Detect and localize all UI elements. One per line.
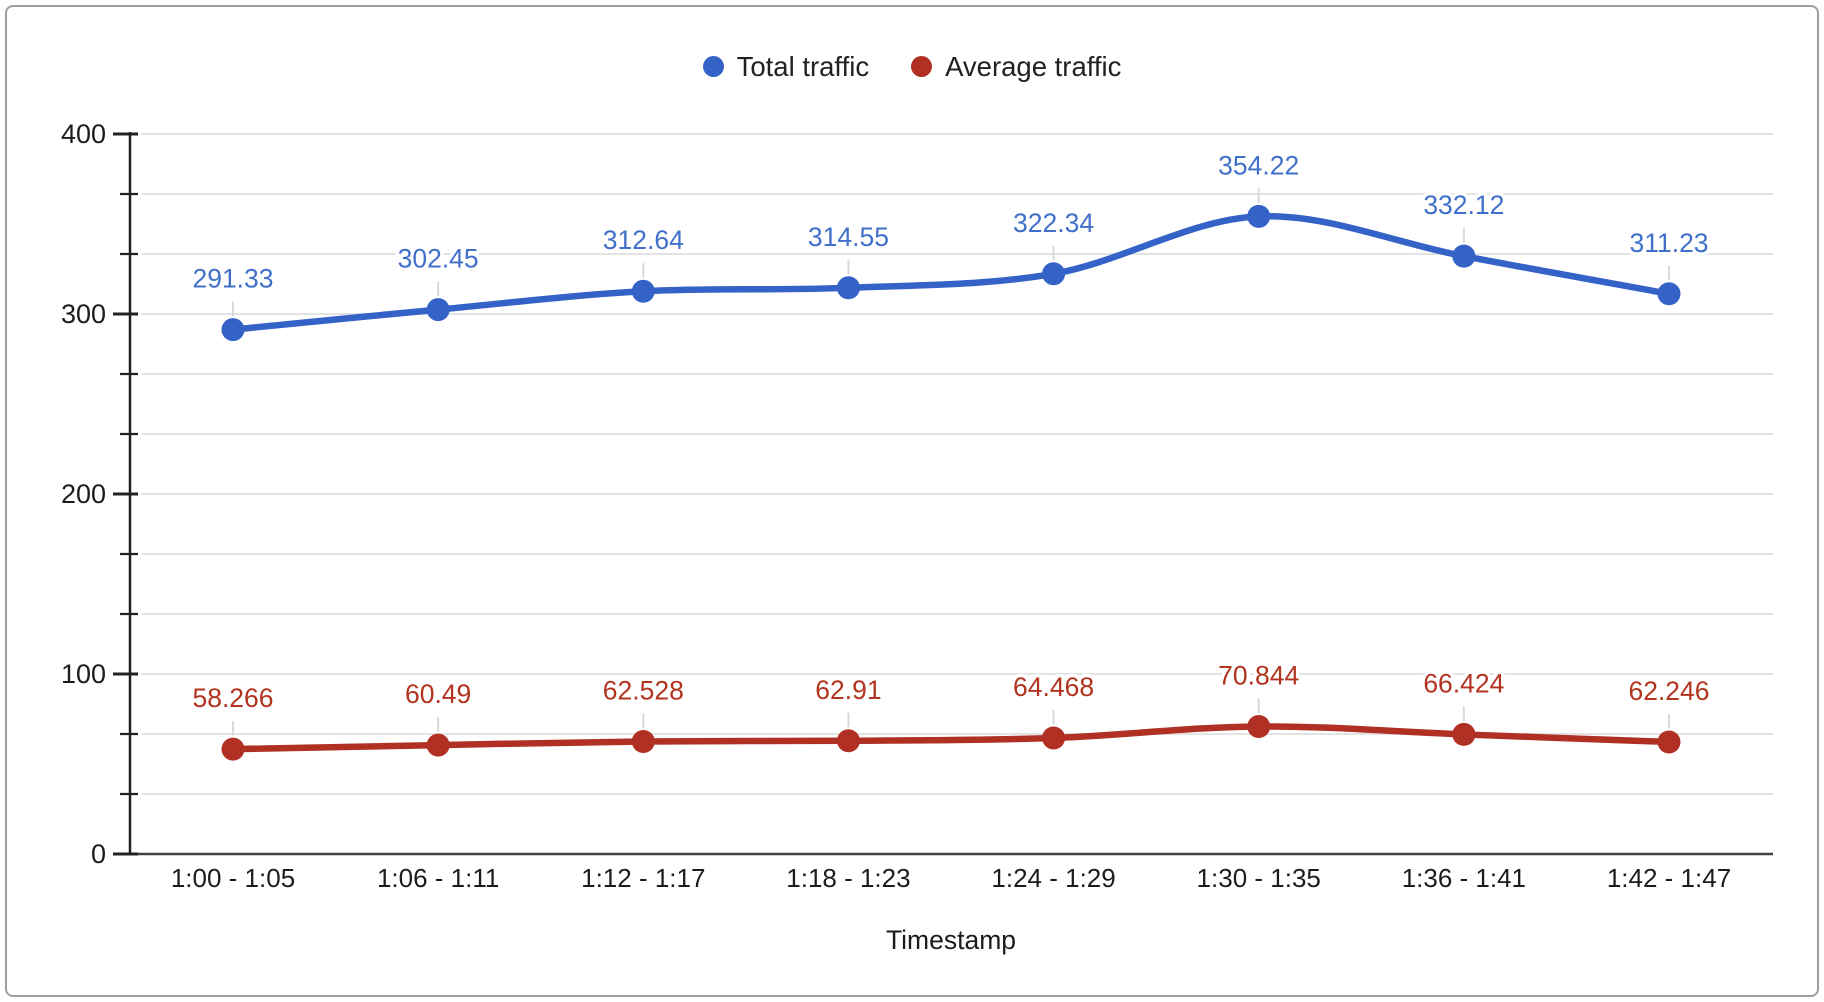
data-point-average-traffic-6[interactable]: [1452, 722, 1476, 746]
series-average-traffic: 58.266 60.49 62.528 62.91 64.468 70.844 66.424…: [189, 657, 1713, 761]
x-tick-label-7: 1:42 - 1:47: [1607, 863, 1731, 893]
y-tick-label: 0: [91, 839, 106, 869]
data-point-average-traffic-3[interactable]: [836, 729, 860, 753]
legend-item-total-traffic[interactable]: Total traffic: [702, 51, 870, 82]
point-label-total-traffic-7: 311.23: [1629, 228, 1708, 258]
data-point-total-traffic-2[interactable]: [631, 279, 655, 303]
data-point-average-traffic-2[interactable]: [631, 729, 655, 753]
point-label-total-traffic-2: 312.64: [603, 225, 684, 255]
point-label-average-traffic-7: 62.246: [1628, 676, 1709, 706]
legend-label-average-traffic: Average traffic: [945, 51, 1122, 82]
x-tick-label-5: 1:30 - 1:35: [1197, 863, 1321, 893]
data-point-total-traffic-6[interactable]: [1452, 244, 1476, 268]
point-label-average-traffic-6: 66.424: [1423, 668, 1504, 698]
point-label-total-traffic-5: 354.22: [1218, 150, 1299, 180]
legend-label-total-traffic: Total traffic: [736, 51, 870, 82]
gridlines: [141, 133, 1773, 795]
data-point-total-traffic-3[interactable]: [836, 276, 860, 300]
data-point-total-traffic-4[interactable]: [1042, 262, 1066, 286]
x-tick-label-3: 1:18 - 1:23: [786, 863, 910, 893]
data-point-average-traffic-1[interactable]: [426, 733, 450, 757]
point-label-average-traffic-5: 70.844: [1218, 660, 1299, 690]
y-tick-label: 400: [61, 119, 106, 149]
point-label-average-traffic-0: 58.266: [192, 683, 273, 713]
series-total-traffic: 291.33 302.45 312.64 314.55 322.34 354.22 332.…: [189, 147, 1712, 342]
legend-swatch-total-traffic-icon: [702, 56, 724, 78]
x-axis-title: Timestamp: [886, 925, 1016, 955]
point-label-average-traffic-4: 64.468: [1013, 672, 1094, 702]
legend-swatch-average-traffic-icon: [911, 56, 933, 78]
x-tick-label-2: 1:12 - 1:17: [581, 863, 705, 893]
data-point-total-traffic-7[interactable]: [1657, 282, 1681, 306]
point-label-total-traffic-4: 322.34: [1013, 208, 1094, 238]
axes: 0 100 200 300 400: [61, 119, 1773, 869]
data-point-average-traffic-7[interactable]: [1657, 730, 1681, 754]
data-point-average-traffic-4[interactable]: [1042, 726, 1066, 750]
x-tick-label-0: 1:00 - 1:05: [171, 863, 295, 893]
data-point-average-traffic-0[interactable]: [221, 737, 245, 761]
point-label-total-traffic-6: 332.12: [1423, 190, 1504, 220]
data-point-average-traffic-5[interactable]: [1247, 714, 1271, 738]
legend-item-average-traffic[interactable]: Average traffic: [911, 53, 1121, 81]
data-point-total-traffic-0[interactable]: [221, 318, 245, 342]
chart-legend: Total traffic Average traffic: [7, 53, 1817, 81]
point-label-total-traffic-0: 291.33: [192, 264, 273, 294]
series-line-average-traffic: [229, 723, 1673, 753]
y-tick-label: 100: [61, 659, 106, 689]
x-tick-label-6: 1:36 - 1:41: [1402, 863, 1526, 893]
x-tick-label-1: 1:06 - 1:11: [377, 863, 499, 893]
y-tick-label: 300: [61, 299, 106, 329]
point-label-average-traffic-2: 62.528: [603, 675, 684, 705]
point-label-total-traffic-3: 314.55: [808, 222, 889, 252]
x-tick-label-4: 1:24 - 1:29: [991, 863, 1115, 893]
point-label-average-traffic-3: 62.91: [815, 675, 881, 705]
traffic-line-chart: 0 100 200 300 400 291.33 302.45 312.64 314.55 32…: [61, 119, 1773, 955]
y-tick-label: 200: [61, 479, 106, 509]
data-point-total-traffic-1[interactable]: [426, 298, 450, 322]
chart-frame: Total traffic Average traffic 0 100 200 300 4…: [5, 5, 1819, 997]
x-axis-labels: 1:00 - 1:05 1:06 - 1:11 1:12 - 1:17 1:18 - …: [171, 863, 1731, 893]
point-label-total-traffic-1: 302.45: [398, 244, 479, 274]
series-line-total-traffic: [229, 212, 1673, 333]
series-layer: 291.33 302.45 312.64 314.55 322.34 354.22 332.…: [189, 147, 1713, 761]
point-label-average-traffic-1: 60.49: [405, 679, 471, 709]
data-point-total-traffic-5[interactable]: [1247, 204, 1271, 228]
